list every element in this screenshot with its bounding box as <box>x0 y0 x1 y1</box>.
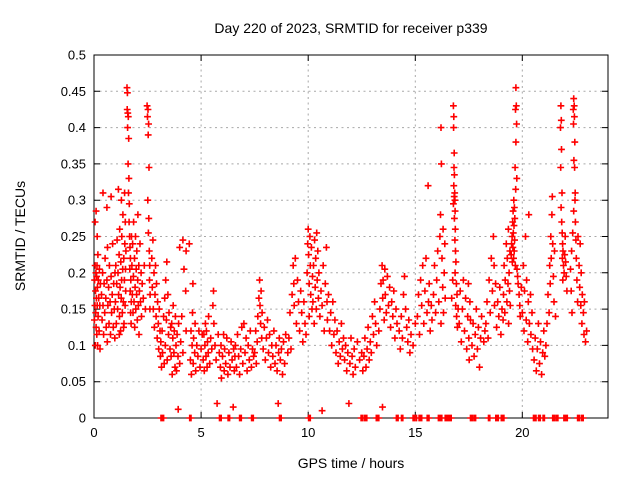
chart-title: Day 220 of 2023, SRMTID for receiver p33… <box>214 20 488 36</box>
x-tick-label: 15 <box>408 425 422 440</box>
y-tick-label: 0 <box>79 411 86 426</box>
y-tick-label: 0.05 <box>61 374 86 389</box>
y-tick-label: 0.45 <box>61 84 86 99</box>
y-tick-label: 0.25 <box>61 229 86 244</box>
x-axis-title: GPS time / hours <box>297 455 405 471</box>
y-tick-label: 0.2 <box>68 265 86 280</box>
y-tick-label: 0.1 <box>68 338 86 353</box>
scatter-points <box>91 84 590 422</box>
y-tick-label: 0.5 <box>68 48 86 63</box>
x-tick-label: 20 <box>515 425 529 440</box>
y-tick-label: 0.35 <box>61 156 86 171</box>
y-tick-label: 0.3 <box>68 193 86 208</box>
x-tick-label: 5 <box>197 425 204 440</box>
y-tick-label: 0.4 <box>68 120 86 135</box>
y-tick-label: 0.15 <box>61 302 86 317</box>
tick-labels: 0 0.05 0.1 0.15 0.2 0.25 0.3 0.35 0.4 0.45 0.5 0 5 10… <box>61 48 530 441</box>
x-tick-label: 10 <box>301 425 315 440</box>
x-tick-label: 0 <box>90 425 97 440</box>
